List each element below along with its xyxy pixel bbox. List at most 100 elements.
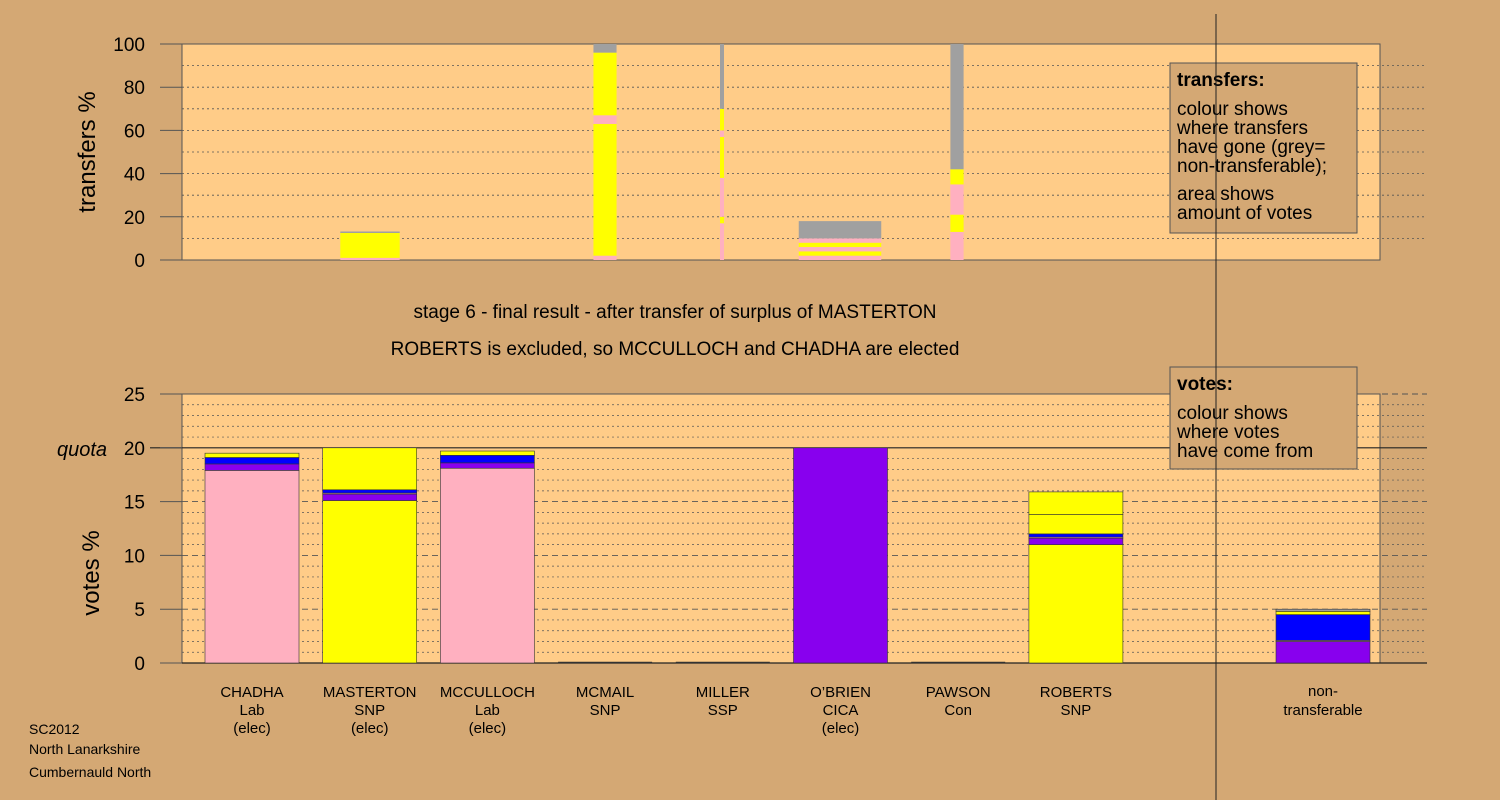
transfer-segment-obrien: [593, 255, 617, 260]
transfer-segment-mcmail: [950, 184, 964, 215]
transfer-segment-pawson: [720, 130, 724, 137]
candidate-label: SNP: [1060, 702, 1091, 719]
candidate-label: PAWSON: [926, 684, 991, 701]
candidate-label: Lab: [239, 702, 264, 719]
votes-y-tick-label: 25: [124, 385, 145, 406]
transfer-segment-pawson: [720, 177, 724, 217]
votes-legend-line: colour shows: [1177, 403, 1288, 424]
candidate-label: (elec): [233, 720, 271, 737]
result-heading: ROBERTS is excluded, so MCCULLOCH and CH…: [391, 339, 960, 360]
footer-council: North Lanarkshire: [29, 741, 140, 757]
vote-segment-chadha: [204, 457, 300, 465]
candidate-label: SNP: [590, 702, 621, 719]
transfer-segment-pawson: [720, 44, 724, 109]
votes-legend-box: [1169, 366, 1358, 470]
footer-ward: Cumbernauld North: [29, 764, 151, 780]
vote-segment-masterton: [322, 500, 418, 664]
vote-segment-nontransferable: [1275, 614, 1371, 641]
candidate-label: SSP: [708, 702, 738, 719]
transfers-y-tick-label: 40: [124, 165, 145, 186]
vote-segment-nontransferable: [1275, 608, 1371, 612]
votes-legend-title: votes:: [1177, 374, 1233, 395]
transfers-legend-line: non-transferable);: [1177, 156, 1327, 177]
transfers-y-tick-label: 100: [113, 35, 145, 56]
transfer-segment-roberts: [798, 221, 882, 239]
votes-y-tick-label: 5: [134, 600, 145, 621]
candidate-label: MCCULLOCH: [440, 684, 535, 701]
transfers-legend: transfers: colour shows where transfers …: [1169, 62, 1358, 234]
votes-y-tick-label: 15: [124, 493, 145, 514]
transfer-segment-mcmail: [950, 214, 964, 232]
transfer-segment-mcmail: [950, 44, 964, 170]
vote-segment-chadha: [204, 470, 300, 664]
transfer-segment-pawson: [720, 216, 724, 224]
vote-segment-mcculloch: [440, 467, 535, 664]
transfer-segment-obrien: [593, 52, 617, 116]
transfer-segment-masterton: [340, 257, 400, 260]
vote-segment-roberts: [1028, 544, 1124, 664]
candidate-label: ROBERTS: [1040, 684, 1112, 701]
votes-x-labels: CHADHALab(elec)MASTERTONSNP(elec)MCCULLO…: [220, 683, 1362, 737]
vote-segment-masterton: [322, 493, 418, 501]
transfers-y-ticks: 0 20 40 60 80 100: [113, 35, 182, 272]
transfer-segment-roberts: [798, 251, 882, 256]
transfers-bars: [340, 44, 964, 260]
votes-y-tick-label: 20: [124, 439, 145, 460]
nontransferable-label: non-: [1308, 683, 1338, 700]
vote-segment-chadha: [204, 452, 300, 458]
candidate-label: CICA: [823, 702, 859, 719]
transfer-segment-roberts: [798, 238, 882, 243]
votes-legend: votes: colour shows where votes have com…: [1169, 366, 1358, 470]
transfers-legend-line: have gone (grey=: [1177, 137, 1325, 158]
votes-legend-line: where votes: [1176, 422, 1279, 443]
transfer-segment-obrien: [593, 44, 617, 53]
candidate-label: (elec): [822, 720, 860, 737]
transfer-segment-masterton: [340, 233, 400, 258]
transfer-segment-mcmail: [950, 231, 964, 260]
transfer-segment-masterton: [340, 231, 400, 233]
transfer-segment-roberts: [798, 247, 882, 252]
transfer-segment-pawson: [720, 136, 724, 178]
transfers-legend-line: area shows: [1177, 184, 1274, 205]
candidate-label: SNP: [354, 702, 385, 719]
candidate-label: MASTERTON: [323, 684, 417, 701]
candidate-label: (elec): [351, 720, 389, 737]
transfers-legend-line: where transfers: [1176, 118, 1308, 139]
candidate-label: (elec): [469, 720, 507, 737]
transfer-segment-mcmail: [950, 169, 964, 185]
vote-segment-mcculloch: [440, 462, 535, 469]
transfers-panel: 0 20 40 60 80 100 transfers % transfers: colo…: [74, 35, 1427, 272]
stage-heading: stage 6 - final result - after transfer …: [413, 302, 936, 323]
vote-segment-masterton: [322, 447, 418, 491]
transfer-segment-pawson: [720, 108, 724, 131]
candidate-label: CHADHA: [220, 684, 283, 701]
nontransferable-label: transferable: [1283, 702, 1362, 719]
votes-bars: [204, 447, 1371, 664]
candidate-label: Con: [944, 702, 972, 719]
transfer-segment-pawson: [720, 223, 724, 260]
votes-legend-line: have come from: [1177, 441, 1313, 462]
transfers-y-tick-label: 0: [134, 251, 145, 272]
votes-y-axis-label: votes %: [78, 530, 105, 615]
vote-segment-roberts: [1028, 491, 1124, 515]
vote-segment-masterton: [322, 489, 418, 494]
candidate-label: O’BRIEN: [810, 684, 871, 701]
transfers-legend-line: amount of votes: [1177, 203, 1312, 224]
vote-segment-roberts: [1028, 533, 1124, 538]
candidate-label: MCMAIL: [576, 684, 634, 701]
transfers-y-tick-label: 60: [124, 121, 145, 142]
transfers-y-axis-label: transfers %: [74, 91, 101, 212]
votes-y-tick-label: 10: [124, 546, 145, 567]
vote-segment-roberts: [1028, 514, 1124, 535]
vote-segment-nontransferable: [1275, 611, 1371, 615]
transfers-y-tick-label: 20: [124, 208, 145, 229]
transfer-segment-roberts: [798, 242, 882, 248]
transfers-legend-title: transfers:: [1177, 70, 1265, 91]
transfers-y-tick-label: 80: [124, 78, 145, 99]
vote-segment-obrien: [793, 447, 888, 664]
transfer-segment-obrien: [593, 123, 617, 256]
votes-y-ticks: 0 5 10 15 20 25: [124, 385, 182, 675]
vote-segment-mcculloch: [440, 450, 535, 456]
vote-segment-nontransferable: [1275, 641, 1371, 664]
